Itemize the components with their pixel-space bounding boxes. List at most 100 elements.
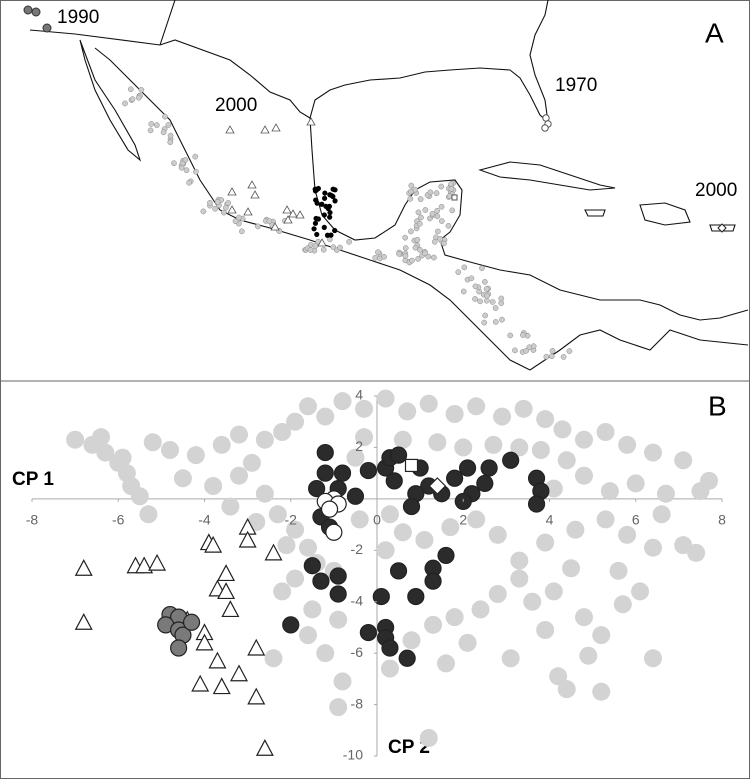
y-tick-label: 4 — [355, 387, 363, 403]
point — [381, 639, 399, 657]
point — [268, 505, 287, 524]
point — [221, 497, 240, 516]
map-dot — [438, 218, 445, 224]
map-dot — [449, 207, 456, 214]
map-triangle — [227, 205, 237, 214]
map-triangle — [283, 215, 293, 224]
point — [484, 435, 503, 454]
map-dot — [425, 253, 432, 260]
map-annotation: 1990 — [57, 7, 99, 28]
map-dot — [311, 226, 317, 232]
point — [424, 615, 443, 634]
map-dot — [409, 257, 415, 264]
map-dot — [433, 190, 440, 196]
map-dot — [541, 124, 549, 132]
point — [398, 402, 417, 421]
point — [652, 505, 671, 524]
point — [316, 464, 334, 482]
map-dot — [239, 228, 245, 235]
hispaniola — [639, 202, 691, 226]
map-dot — [437, 236, 443, 242]
map-dot — [407, 195, 414, 202]
map-dot — [429, 210, 436, 217]
map-triangle — [260, 125, 270, 134]
map-dot — [417, 196, 424, 202]
point — [618, 435, 637, 454]
map-dot — [416, 220, 423, 227]
x-tick-label: 8 — [718, 512, 726, 528]
map-dot — [321, 212, 327, 218]
map-dot — [225, 200, 232, 206]
map-dot — [322, 190, 328, 196]
point — [333, 464, 352, 482]
point — [217, 582, 236, 600]
point — [282, 616, 300, 634]
map-dot — [212, 205, 218, 212]
point — [186, 446, 205, 465]
point — [204, 535, 223, 553]
map-dot — [153, 122, 160, 128]
point — [458, 459, 477, 477]
map-dot — [402, 253, 409, 259]
point — [230, 425, 248, 444]
map-dot — [232, 218, 239, 225]
point — [557, 451, 576, 470]
point — [333, 672, 352, 691]
map-dot — [329, 192, 335, 199]
point — [182, 613, 201, 631]
point — [523, 592, 542, 611]
map-triangle — [270, 222, 280, 231]
point — [303, 600, 322, 619]
point — [74, 559, 93, 576]
point — [393, 523, 412, 542]
point — [359, 461, 377, 480]
point — [299, 538, 317, 557]
point — [299, 626, 317, 645]
map-dot — [481, 319, 488, 326]
map-dot — [448, 181, 454, 187]
point — [592, 626, 611, 645]
map-points — [23, 5, 727, 360]
point — [376, 541, 395, 560]
map-dot — [122, 100, 128, 107]
map-dot — [148, 121, 155, 127]
point — [212, 435, 231, 454]
map-triangle — [243, 207, 253, 216]
map-dot — [220, 209, 227, 216]
point — [419, 729, 438, 747]
map-dot — [448, 186, 455, 192]
map-dot — [560, 354, 567, 360]
point — [514, 399, 533, 418]
map-dot — [542, 114, 550, 122]
map-dot — [23, 5, 33, 15]
point — [135, 556, 154, 574]
map-dot — [129, 96, 136, 103]
point — [536, 621, 555, 639]
point — [458, 633, 477, 652]
map-dot — [412, 244, 419, 251]
point — [329, 610, 348, 629]
map-dot — [482, 279, 488, 285]
jamaica — [584, 209, 606, 217]
map-dot — [332, 198, 338, 204]
map-dot — [266, 218, 273, 224]
point — [247, 687, 266, 705]
map-triangle — [295, 210, 305, 219]
point — [437, 546, 455, 565]
x-tick-label: -2 — [285, 512, 298, 528]
map-dot — [408, 182, 415, 189]
map-dot — [422, 207, 429, 213]
point — [596, 510, 615, 529]
map-dot — [524, 332, 531, 339]
point — [242, 453, 261, 472]
point — [221, 600, 240, 618]
map-dot — [520, 332, 526, 338]
point — [299, 397, 317, 416]
map-triangle — [227, 187, 237, 196]
map-dot — [479, 265, 485, 271]
map-dot — [484, 297, 490, 304]
map-dot — [492, 305, 499, 311]
point — [113, 448, 132, 467]
map-dot — [498, 295, 505, 302]
